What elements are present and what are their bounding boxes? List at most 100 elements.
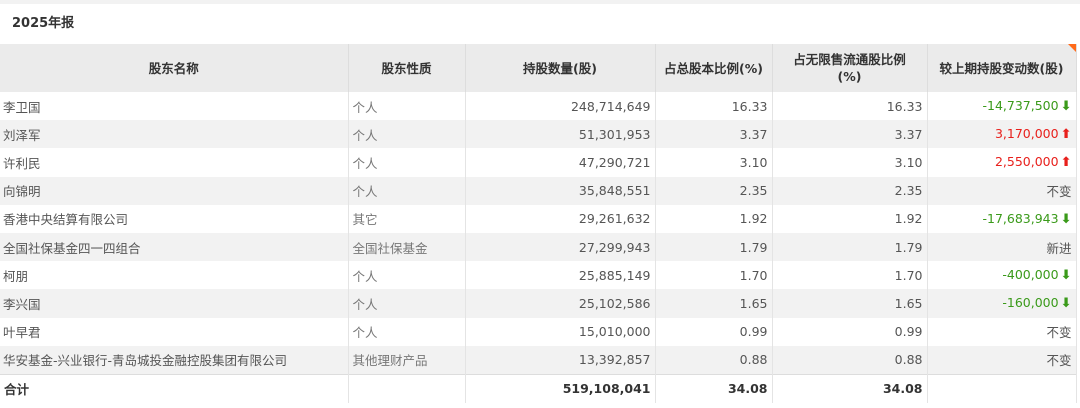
change-value: -400,000 [1002, 267, 1059, 283]
shares: 51,301,953 [465, 120, 656, 149]
pct-float: 1.79 [772, 232, 928, 262]
holder-type: 个人 [348, 92, 466, 121]
table-row: 许利民 个人 47,290,721 3.10 3.10 2,550,000 ⬆ [0, 148, 1077, 177]
pct-total: 1.65 [655, 289, 773, 318]
holder-name: 刘泽军 [0, 120, 349, 149]
holder-name: 全国社保基金四一四组合 [0, 232, 349, 262]
section-title: 2025年报 [12, 16, 75, 31]
header-shares: 持股数量(股) [465, 44, 656, 92]
holder-name: 李卫国 [0, 92, 349, 121]
table-row: 刘泽军 个人 51,301,953 3.37 3.37 3,170,000 ⬆ [0, 120, 1077, 149]
arrow-down-icon: ⬇ [1060, 296, 1072, 312]
holder-type: 个人 [348, 289, 466, 318]
holder-name: 向锦明 [0, 176, 349, 205]
pct-float: 3.10 [772, 148, 928, 177]
change-cell: -160,000 ⬇ [927, 289, 1077, 318]
shareholders-table: 股东名称 股东性质 持股数量(股) 占总股本比例(%) 占无限售流通股比例(%)… [0, 44, 1077, 404]
arrow-down-icon: ⬇ [1060, 99, 1072, 115]
change-value: -160,000 [1002, 295, 1059, 311]
pct-total: 3.10 [655, 148, 773, 177]
change-value: -14,737,500 [982, 98, 1059, 114]
change-cell: -17,683,943 ⬇ [927, 204, 1077, 233]
total-shares: 519,108,041 [465, 373, 656, 404]
shares: 13,392,857 [465, 345, 656, 375]
change-value: 新进 [1046, 240, 1072, 256]
holder-type: 个人 [348, 261, 466, 290]
pct-total: 16.33 [655, 92, 773, 121]
table-row: 叶早君 个人 15,010,000 0.99 0.99 不变 [0, 317, 1077, 346]
arrow-up-icon: ⬆ [1060, 127, 1072, 143]
table-row: 李卫国 个人 248,714,649 16.33 16.33 -14,737,5… [0, 92, 1077, 121]
change-cell: 新进 [927, 232, 1077, 262]
header-change: 较上期持股变动数(股) [927, 44, 1077, 92]
pct-float: 1.65 [772, 289, 928, 318]
holder-type: 个人 [348, 317, 466, 346]
change-value: 不变 [1046, 184, 1072, 200]
change-cell: -400,000 ⬇ [927, 261, 1077, 290]
change-cell: 不变 [927, 345, 1077, 375]
total-row: 合计 519,108,041 34.08 34.08 [0, 373, 1077, 404]
pct-float: 1.92 [772, 204, 928, 233]
change-cell: 不变 [927, 317, 1077, 346]
empty-cell [348, 373, 466, 404]
change-value: 不变 [1046, 353, 1072, 369]
shares: 29,261,632 [465, 204, 656, 233]
table-row: 柯朋 个人 25,885,149 1.70 1.70 -400,000 ⬇ [0, 261, 1077, 290]
total-pct-total: 34.08 [655, 373, 773, 404]
change-cell: 2,550,000 ⬆ [927, 148, 1077, 177]
shares: 27,299,943 [465, 232, 656, 262]
change-value: 2,550,000 [994, 154, 1059, 170]
header-type: 股东性质 [348, 44, 466, 92]
holder-type: 个人 [348, 176, 466, 205]
shares: 15,010,000 [465, 317, 656, 346]
total-pct-float: 34.08 [772, 373, 928, 404]
pct-float: 1.70 [772, 261, 928, 290]
pct-total: 2.35 [655, 176, 773, 205]
change-cell: -14,737,500 ⬇ [927, 92, 1077, 121]
table-row: 李兴国 个人 25,102,586 1.65 1.65 -160,000 ⬇ [0, 289, 1077, 318]
holder-type: 其它 [348, 204, 466, 233]
change-value: -17,683,943 [982, 210, 1059, 226]
empty-cell [927, 373, 1077, 404]
top-bar [0, 0, 1080, 4]
table-row: 全国社保基金四一四组合 全国社保基金 27,299,943 1.79 1.79 … [0, 232, 1077, 262]
holder-name: 柯朋 [0, 261, 349, 290]
change-value: 不变 [1046, 325, 1072, 341]
holder-type: 其他理财产品 [348, 345, 466, 375]
holder-name: 许利民 [0, 148, 349, 177]
holder-name: 华安基金-兴业银行-青岛城投金融控股集团有限公司 [0, 345, 349, 375]
holder-name: 香港中央结算有限公司 [0, 204, 349, 233]
pct-float: 2.35 [772, 176, 928, 205]
arrow-down-icon: ⬇ [1060, 268, 1072, 284]
header-pct-total: 占总股本比例(%) [655, 44, 773, 92]
shares: 35,848,551 [465, 176, 656, 205]
corner-marker-icon [1067, 44, 1076, 52]
pct-total: 1.70 [655, 261, 773, 290]
pct-total: 1.92 [655, 204, 773, 233]
holder-name: 叶早君 [0, 317, 349, 346]
shares: 47,290,721 [465, 148, 656, 177]
shares: 25,885,149 [465, 261, 656, 290]
holder-name: 李兴国 [0, 289, 349, 318]
table-row: 向锦明 个人 35,848,551 2.35 2.35 不变 [0, 176, 1077, 205]
header-name: 股东名称 [0, 44, 349, 92]
pct-float: 0.99 [772, 317, 928, 346]
holder-type: 个人 [348, 148, 466, 177]
change-cell: 3,170,000 ⬆ [927, 120, 1077, 149]
table-header: 股东名称 股东性质 持股数量(股) 占总股本比例(%) 占无限售流通股比例(%)… [0, 44, 1077, 92]
pct-total: 3.37 [655, 120, 773, 149]
header-pct-float: 占无限售流通股比例(%) [772, 44, 928, 92]
table-row: 华安基金-兴业银行-青岛城投金融控股集团有限公司 其他理财产品 13,392,8… [0, 345, 1077, 375]
change-value: 3,170,000 [994, 126, 1059, 142]
holder-type: 全国社保基金 [348, 232, 466, 262]
pct-total: 0.99 [655, 317, 773, 346]
shares: 248,714,649 [465, 92, 656, 121]
total-label: 合计 [0, 373, 349, 404]
table-row: 香港中央结算有限公司 其它 29,261,632 1.92 1.92 -17,6… [0, 204, 1077, 233]
holder-type: 个人 [348, 120, 466, 149]
arrow-down-icon: ⬇ [1060, 211, 1072, 227]
change-cell: 不变 [927, 176, 1077, 205]
pct-total: 0.88 [655, 345, 773, 375]
pct-float: 0.88 [772, 345, 928, 375]
shares: 25,102,586 [465, 289, 656, 318]
